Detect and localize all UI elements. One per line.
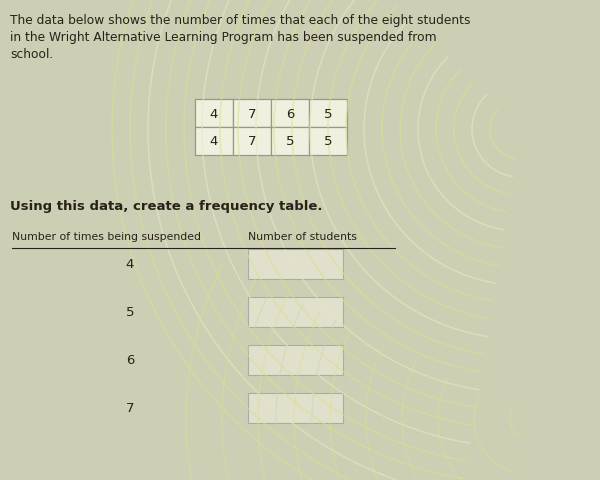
Text: 4: 4 xyxy=(210,135,218,148)
Bar xyxy=(248,298,343,327)
Text: 6: 6 xyxy=(286,107,294,120)
Bar xyxy=(195,128,233,156)
Text: 7: 7 xyxy=(126,402,134,415)
Text: 6: 6 xyxy=(126,354,134,367)
Text: 5: 5 xyxy=(324,135,332,148)
Text: 7: 7 xyxy=(248,107,256,120)
Text: 4: 4 xyxy=(210,107,218,120)
Text: school.: school. xyxy=(10,48,53,61)
Bar xyxy=(309,100,347,128)
Bar xyxy=(271,100,309,128)
Bar xyxy=(248,345,343,375)
Text: Number of students: Number of students xyxy=(248,231,357,241)
Bar xyxy=(309,128,347,156)
Bar xyxy=(271,128,309,156)
Text: The data below shows the number of times that each of the eight students: The data below shows the number of times… xyxy=(10,14,470,27)
Text: 5: 5 xyxy=(286,135,294,148)
Text: Using this data, create a frequency table.: Using this data, create a frequency tabl… xyxy=(10,200,323,213)
Text: 5: 5 xyxy=(324,107,332,120)
Text: in the Wright Alternative Learning Program has been suspended from: in the Wright Alternative Learning Progr… xyxy=(10,31,437,44)
Bar xyxy=(248,250,343,279)
Text: Number of times being suspended: Number of times being suspended xyxy=(12,231,201,241)
Bar xyxy=(195,100,233,128)
Text: 7: 7 xyxy=(248,135,256,148)
Text: 5: 5 xyxy=(126,306,134,319)
Bar xyxy=(233,100,271,128)
Text: 4: 4 xyxy=(126,258,134,271)
Bar xyxy=(233,128,271,156)
Bar xyxy=(248,393,343,423)
